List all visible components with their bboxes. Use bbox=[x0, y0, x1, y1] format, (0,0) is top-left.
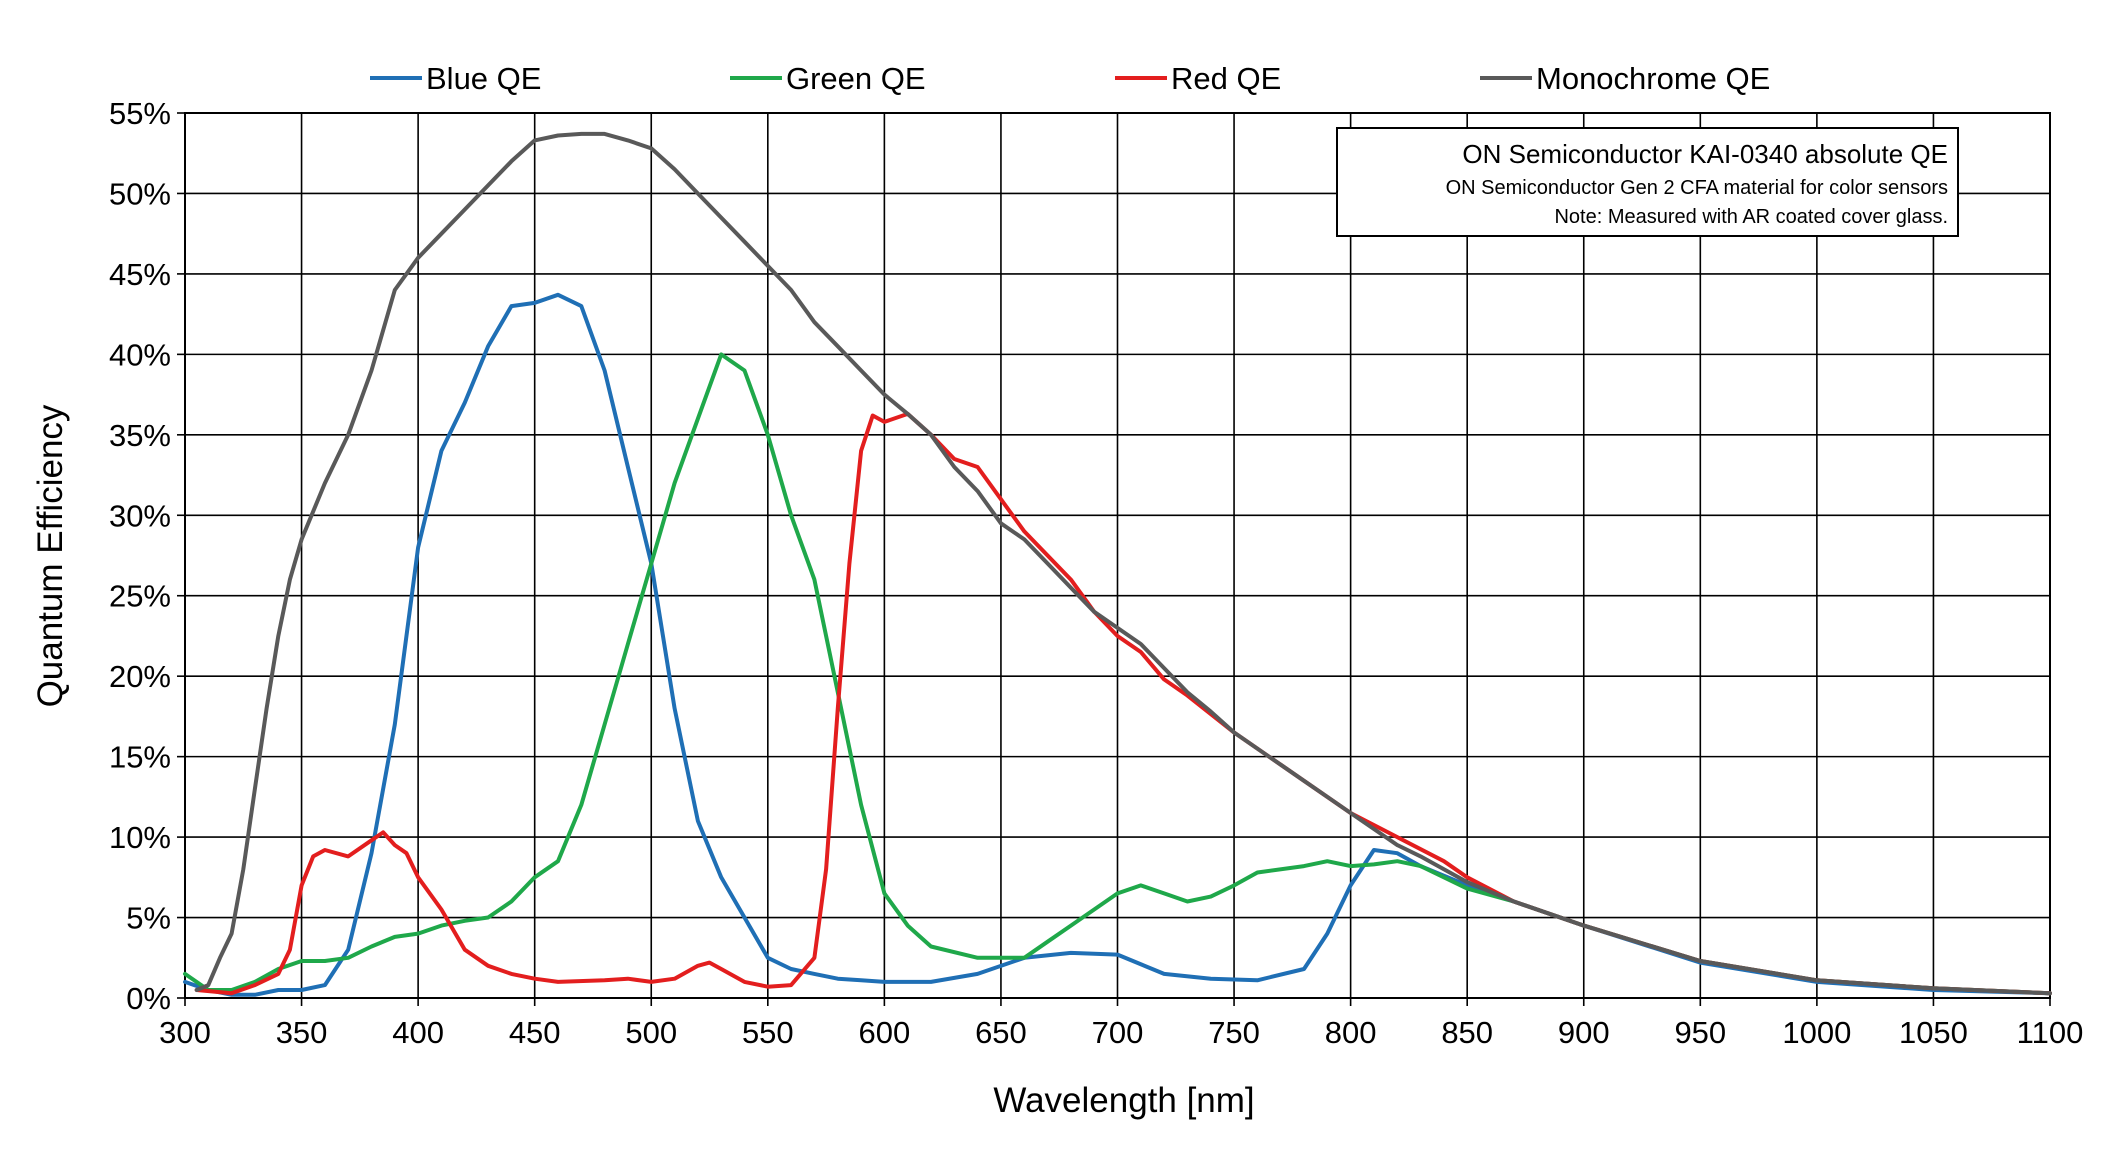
y-tick-label: 50% bbox=[109, 176, 171, 211]
series-layer bbox=[183, 131, 2052, 997]
legend-label-blue-qe: Blue QE bbox=[426, 61, 541, 96]
x-tick-labels: 300 350 400 450 500 550 600 650 700 750 800 850 900 9… bbox=[159, 1015, 2083, 1050]
x-tick-label: 1000 bbox=[1782, 1015, 1851, 1050]
x-tick-label: 350 bbox=[276, 1015, 328, 1050]
y-tick-label: 20% bbox=[109, 659, 171, 694]
y-axis-title: Quantum Efficiency bbox=[31, 404, 70, 707]
y-tick-label: 15% bbox=[109, 740, 171, 775]
x-tick-label: 500 bbox=[625, 1015, 677, 1050]
x-tick-label: 400 bbox=[392, 1015, 444, 1050]
x-tick-label: 650 bbox=[975, 1015, 1027, 1050]
annotation-frame bbox=[1336, 127, 1959, 237]
x-tick-label: 550 bbox=[742, 1015, 794, 1050]
y-tick-label: 45% bbox=[109, 257, 171, 292]
y-tick-label: 10% bbox=[109, 820, 171, 855]
legend: Blue QE Green QE Red QE Monochrome QE bbox=[370, 61, 1770, 96]
x-tick-label: 900 bbox=[1558, 1015, 1610, 1050]
plot-frame bbox=[184, 112, 2051, 999]
y-tick-label: 30% bbox=[109, 498, 171, 533]
y-tick-label: 40% bbox=[109, 337, 171, 372]
x-tick-label: 750 bbox=[1208, 1015, 1260, 1050]
legend-label-monochrome-qe: Monochrome QE bbox=[1536, 61, 1770, 96]
vertical-gridlines bbox=[184, 113, 2051, 1006]
x-tick-label: 700 bbox=[1092, 1015, 1144, 1050]
annotation-title: ON Semiconductor KAI-0340 absolute QE bbox=[1462, 139, 1948, 169]
x-tick-label: 950 bbox=[1674, 1015, 1726, 1050]
x-tick-label: 1050 bbox=[1899, 1015, 1968, 1050]
x-tick-label: 1100 bbox=[2017, 1015, 2084, 1050]
x-tick-label: 300 bbox=[159, 1015, 211, 1050]
y-tick-label: 5% bbox=[126, 901, 171, 936]
legend-label-green-qe: Green QE bbox=[786, 61, 926, 96]
y-tick-label: 0% bbox=[126, 981, 171, 1016]
annotation-box: ON Semiconductor KAI-0340 absolute QE ON… bbox=[1336, 127, 1959, 237]
x-tick-label: 450 bbox=[509, 1015, 561, 1050]
x-tick-label: 850 bbox=[1441, 1015, 1493, 1050]
y-tick-label: 25% bbox=[109, 579, 171, 614]
annotation-line-1: ON Semiconductor Gen 2 CFA material for … bbox=[1446, 177, 1948, 199]
series-line-green-qe bbox=[183, 352, 2052, 996]
x-tick-label: 800 bbox=[1325, 1015, 1377, 1050]
series-line-monochrome-qe bbox=[194, 131, 2052, 996]
x-tick-label: 600 bbox=[859, 1015, 911, 1050]
x-axis-title: Wavelength [nm] bbox=[993, 1081, 1254, 1120]
annotation-line-2: Note: Measured with AR coated cover glas… bbox=[1554, 206, 1948, 228]
y-tick-label: 55% bbox=[109, 96, 171, 131]
legend-label-red-qe: Red QE bbox=[1171, 61, 1281, 96]
series-line-blue-qe bbox=[183, 292, 2052, 997]
y-tick-labels: 0% 5% 10% 15% 20% 25% 30% 35% 40% 45% 50% 55% bbox=[109, 96, 171, 1016]
y-tick-label: 35% bbox=[109, 418, 171, 453]
